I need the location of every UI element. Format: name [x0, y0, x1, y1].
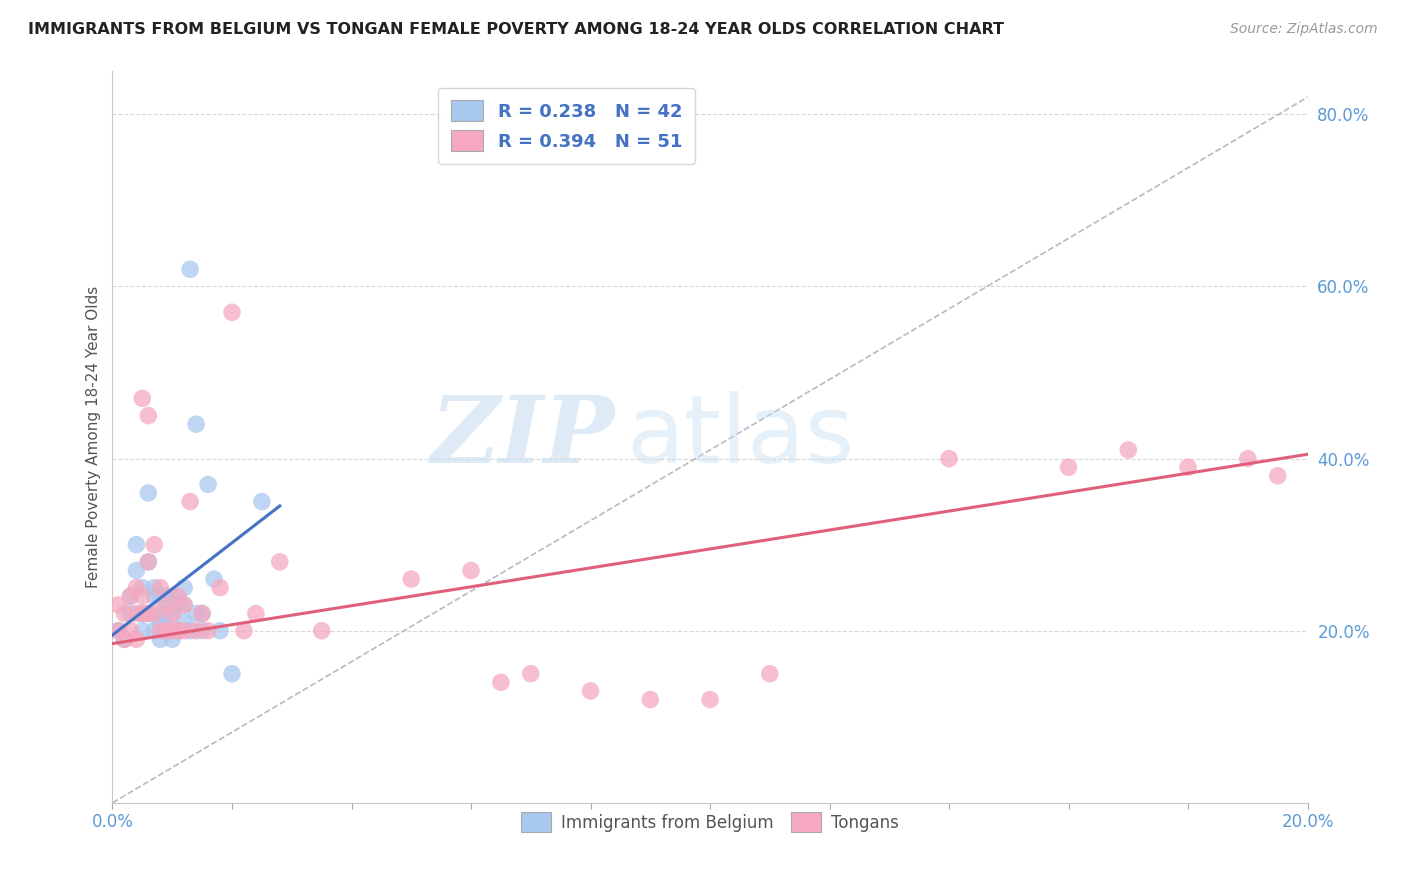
Point [120, 607, 142, 621]
Legend: Immigrants from Belgium, Tongans: Immigrants from Belgium, Tongans [515, 805, 905, 838]
Point [186, 607, 208, 621]
Point [120, 624, 142, 638]
Point [186, 624, 208, 638]
Text: Source: ZipAtlas.com: Source: ZipAtlas.com [1230, 22, 1378, 37]
Point [149, 589, 172, 603]
Point [131, 581, 153, 595]
Text: ZIP: ZIP [430, 392, 614, 482]
Point [131, 607, 153, 621]
Point [114, 632, 135, 647]
Point [191, 607, 214, 621]
Point [114, 632, 135, 647]
Point [155, 589, 177, 603]
Point [125, 632, 148, 647]
Point [149, 624, 172, 638]
Point [179, 262, 201, 277]
Point [138, 409, 160, 423]
Point [173, 581, 195, 595]
Point [155, 607, 177, 621]
Point [155, 598, 177, 612]
Point [1237, 451, 1260, 466]
Point [179, 494, 201, 508]
Point [1177, 460, 1199, 475]
Point [209, 581, 232, 595]
Point [120, 589, 142, 603]
Point [143, 581, 166, 595]
Point [125, 564, 148, 578]
Point [125, 581, 148, 595]
Point [579, 684, 602, 698]
Point [114, 607, 135, 621]
Point [197, 624, 219, 638]
Point [460, 564, 482, 578]
Point [173, 624, 195, 638]
Y-axis label: Female Poverty Among 18-24 Year Olds: Female Poverty Among 18-24 Year Olds [86, 286, 101, 588]
Point [149, 632, 172, 647]
Point [138, 555, 160, 569]
Point [759, 666, 782, 681]
Point [173, 598, 195, 612]
Point [173, 598, 195, 612]
Text: atlas: atlas [627, 391, 855, 483]
Point [107, 598, 129, 612]
Point [173, 615, 195, 629]
Point [125, 607, 148, 621]
Point [162, 589, 183, 603]
Point [162, 632, 183, 647]
Point [131, 392, 153, 406]
Point [1057, 460, 1080, 475]
Point [120, 589, 142, 603]
Point [138, 607, 160, 621]
Point [149, 581, 172, 595]
Point [938, 451, 960, 466]
Point [167, 624, 190, 638]
Point [107, 624, 129, 638]
Point [202, 572, 225, 586]
Point [233, 624, 256, 638]
Point [162, 607, 183, 621]
Point [162, 624, 183, 638]
Point [131, 607, 153, 621]
Point [209, 624, 232, 638]
Point [520, 666, 543, 681]
Point [311, 624, 333, 638]
Point [155, 624, 177, 638]
Point [221, 666, 243, 681]
Point [191, 607, 214, 621]
Point [699, 692, 721, 706]
Point [250, 494, 273, 508]
Point [131, 624, 153, 638]
Point [149, 615, 172, 629]
Point [1267, 468, 1289, 483]
Point [143, 624, 166, 638]
Point [138, 555, 160, 569]
Point [155, 624, 177, 638]
Point [401, 572, 423, 586]
Point [269, 555, 291, 569]
Point [125, 538, 148, 552]
Point [149, 607, 172, 621]
Point [138, 607, 160, 621]
Point [197, 477, 219, 491]
Point [179, 624, 201, 638]
Point [191, 624, 214, 638]
Point [138, 486, 160, 500]
Point [143, 607, 166, 621]
Point [167, 624, 190, 638]
Point [162, 607, 183, 621]
Point [221, 305, 243, 319]
Point [107, 624, 129, 638]
Point [640, 692, 662, 706]
Point [489, 675, 512, 690]
Point [245, 607, 267, 621]
Point [167, 589, 190, 603]
Point [162, 624, 183, 638]
Text: IMMIGRANTS FROM BELGIUM VS TONGAN FEMALE POVERTY AMONG 18-24 YEAR OLDS CORRELATI: IMMIGRANTS FROM BELGIUM VS TONGAN FEMALE… [28, 22, 1004, 37]
Point [167, 598, 190, 612]
Point [143, 538, 166, 552]
Point [186, 417, 208, 432]
Point [143, 589, 166, 603]
Point [131, 589, 153, 603]
Point [1118, 442, 1140, 457]
